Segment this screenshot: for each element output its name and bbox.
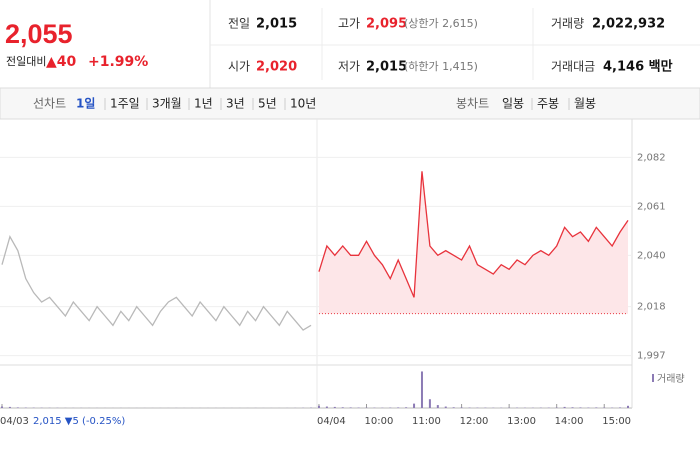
volume-bar [349, 407, 352, 408]
x-tick-label: 11:00 [412, 416, 441, 427]
period-tab[interactable]: 1주일 [110, 97, 140, 111]
tab-bar [0, 87, 700, 120]
volume-bar [595, 407, 598, 408]
stat-note: (하한가 1,415) [404, 59, 478, 73]
volume-bar [397, 407, 400, 408]
volume-bar [571, 407, 574, 408]
x-tick-label: 13:00 [507, 416, 536, 427]
volume-bar [16, 407, 19, 408]
volume-bar [1, 406, 3, 408]
change: ▲40 [46, 54, 77, 70]
x-tick-label: 14:00 [555, 416, 584, 427]
volume-bar [413, 403, 416, 408]
period-tab[interactable]: 1일 [76, 97, 95, 111]
volume-bar [8, 406, 11, 408]
price-line [1, 234, 312, 331]
volume-bar [341, 407, 344, 408]
x-tick-label: 12:00 [460, 416, 489, 427]
y-tick-label: 2,018 [637, 302, 666, 313]
x-tick-label: 10:00 [365, 416, 394, 427]
x-tick-label: 04/04 [317, 416, 346, 427]
tabs: 선차트 1일 1주일 3개월 1년 3년 5년 10년 봉차트 일봉 주봉 월봉 [33, 97, 596, 111]
stat-label: 전일 [228, 17, 250, 31]
volume-bar [452, 407, 455, 408]
candle-tab[interactable]: 주봉 [537, 97, 559, 111]
period-tab[interactable]: 10년 [290, 97, 316, 111]
stat-value: 4,146 백만 [603, 59, 673, 75]
y-tick-label: 2,082 [637, 152, 666, 163]
stat-label: 시가 [228, 60, 250, 74]
stat-value: 2,095 [366, 17, 407, 32]
stat-value: 2,020 [256, 60, 297, 75]
volume-bar [444, 406, 447, 408]
volume-bar [619, 407, 622, 408]
annotation: 2,015 ▼5 (-0.25%) [33, 416, 125, 427]
tab-heading: 선차트 [33, 97, 66, 111]
y-tick-label: 1,997 [637, 351, 666, 362]
stat-value: 2,015 [366, 60, 407, 75]
change-label: 전일대비 [6, 54, 46, 68]
volume-bar [436, 405, 439, 408]
period-tab[interactable]: 5년 [258, 97, 277, 111]
period-tab[interactable]: 1년 [194, 97, 213, 111]
stat-label: 거래량 [551, 17, 584, 31]
stat-value: 2,022,932 [592, 17, 665, 32]
tab-heading: 봉차트 [456, 97, 489, 111]
stat-value: 2,015 [256, 17, 297, 32]
stat-note: (상한가 2,615) [404, 17, 478, 30]
volume-bar [405, 407, 408, 408]
stat-label: 저가 [338, 60, 360, 74]
volume-bar [579, 407, 582, 408]
y-tick-label: 2,061 [637, 201, 666, 212]
price-line [318, 171, 629, 298]
volume-bar [428, 399, 431, 408]
period-tab[interactable]: 3년 [226, 97, 245, 111]
volume-bar [325, 406, 328, 408]
stat-label: 거래대금 [551, 60, 595, 74]
x-tick-label: 04/03 [0, 416, 29, 427]
period-tab[interactable]: 3개월 [152, 97, 182, 111]
stat-label: 고가 [338, 17, 360, 31]
candle-tab[interactable]: 월봉 [574, 97, 596, 111]
volume-bar [317, 405, 320, 408]
plot: 2,082 2,061 2,040 2,018 1,997 04/03 04/04 10:00… [0, 152, 666, 427]
change-rate: +1.99% [88, 54, 148, 70]
candle-tab[interactable]: 일봉 [502, 97, 524, 111]
current-price: 2,055 [5, 19, 73, 49]
x-tick-label: 15:00 [602, 416, 631, 427]
y-tick-label: 2,040 [637, 250, 666, 261]
volume-bar [563, 406, 566, 408]
volume-bar [333, 406, 336, 408]
volume-legend-swatch [652, 374, 654, 382]
volume-legend: 거래량 [657, 373, 685, 385]
area-fill [318, 171, 628, 314]
volume-bar [627, 405, 629, 408]
volume-bar [420, 371, 423, 408]
volume-bar [460, 407, 463, 408]
